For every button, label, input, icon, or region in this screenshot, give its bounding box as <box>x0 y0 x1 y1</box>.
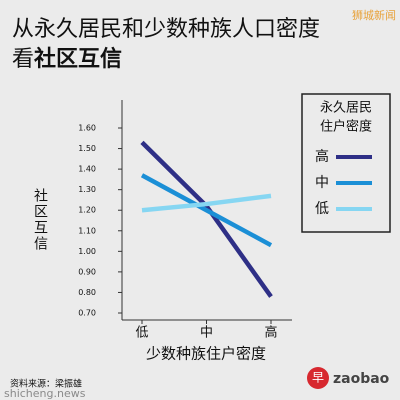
y-tick-label: 1.50 <box>78 144 96 153</box>
y-tick-label: 0.90 <box>78 267 96 276</box>
logo-char: 早 <box>312 371 324 385</box>
logo-text: zaobao <box>333 371 390 387</box>
watermark: shicheng.news <box>4 387 86 400</box>
legend-title: 住户密度 <box>320 119 372 135</box>
x-tick-label: 低 <box>135 326 148 341</box>
series-line <box>140 173 273 248</box>
y-tick-label: 0.80 <box>78 288 96 297</box>
legend-title: 永久居民 <box>320 101 372 116</box>
chart-title: 从永久居民和少数种族人口密度 <box>12 17 320 42</box>
legend-label: 低 <box>315 201 329 217</box>
watermark: 狮城新闻 <box>352 8 396 22</box>
x-tick-label: 中 <box>200 326 213 341</box>
y-tick-label: 1.30 <box>78 185 96 194</box>
y-tick-label: 1.10 <box>78 226 96 235</box>
logo-icon <box>307 367 329 389</box>
legend-box <box>301 93 391 233</box>
series-line <box>140 140 273 298</box>
y-tick-label: 1.40 <box>78 165 96 174</box>
source: 资料来源：梁振雄 <box>10 378 82 390</box>
y-tick-label: 1.00 <box>78 247 96 256</box>
series-line <box>141 193 272 213</box>
y-tick-label: 1.20 <box>78 206 96 215</box>
title-lead: 看 <box>12 47 34 72</box>
title-bold: 社区互信 <box>34 46 122 72</box>
y-axis-title: 社区互信 <box>32 188 48 252</box>
y-tick-label: 0.70 <box>78 309 96 318</box>
x-tick-label: 高 <box>264 325 277 341</box>
legend-label: 高 <box>315 148 329 165</box>
chart-title: 看社区互信 <box>12 46 122 72</box>
x-axis-title: 少数种族住户密度 <box>146 345 266 363</box>
y-tick-label: 1.60 <box>78 124 96 133</box>
legend-label: 中 <box>315 175 329 191</box>
